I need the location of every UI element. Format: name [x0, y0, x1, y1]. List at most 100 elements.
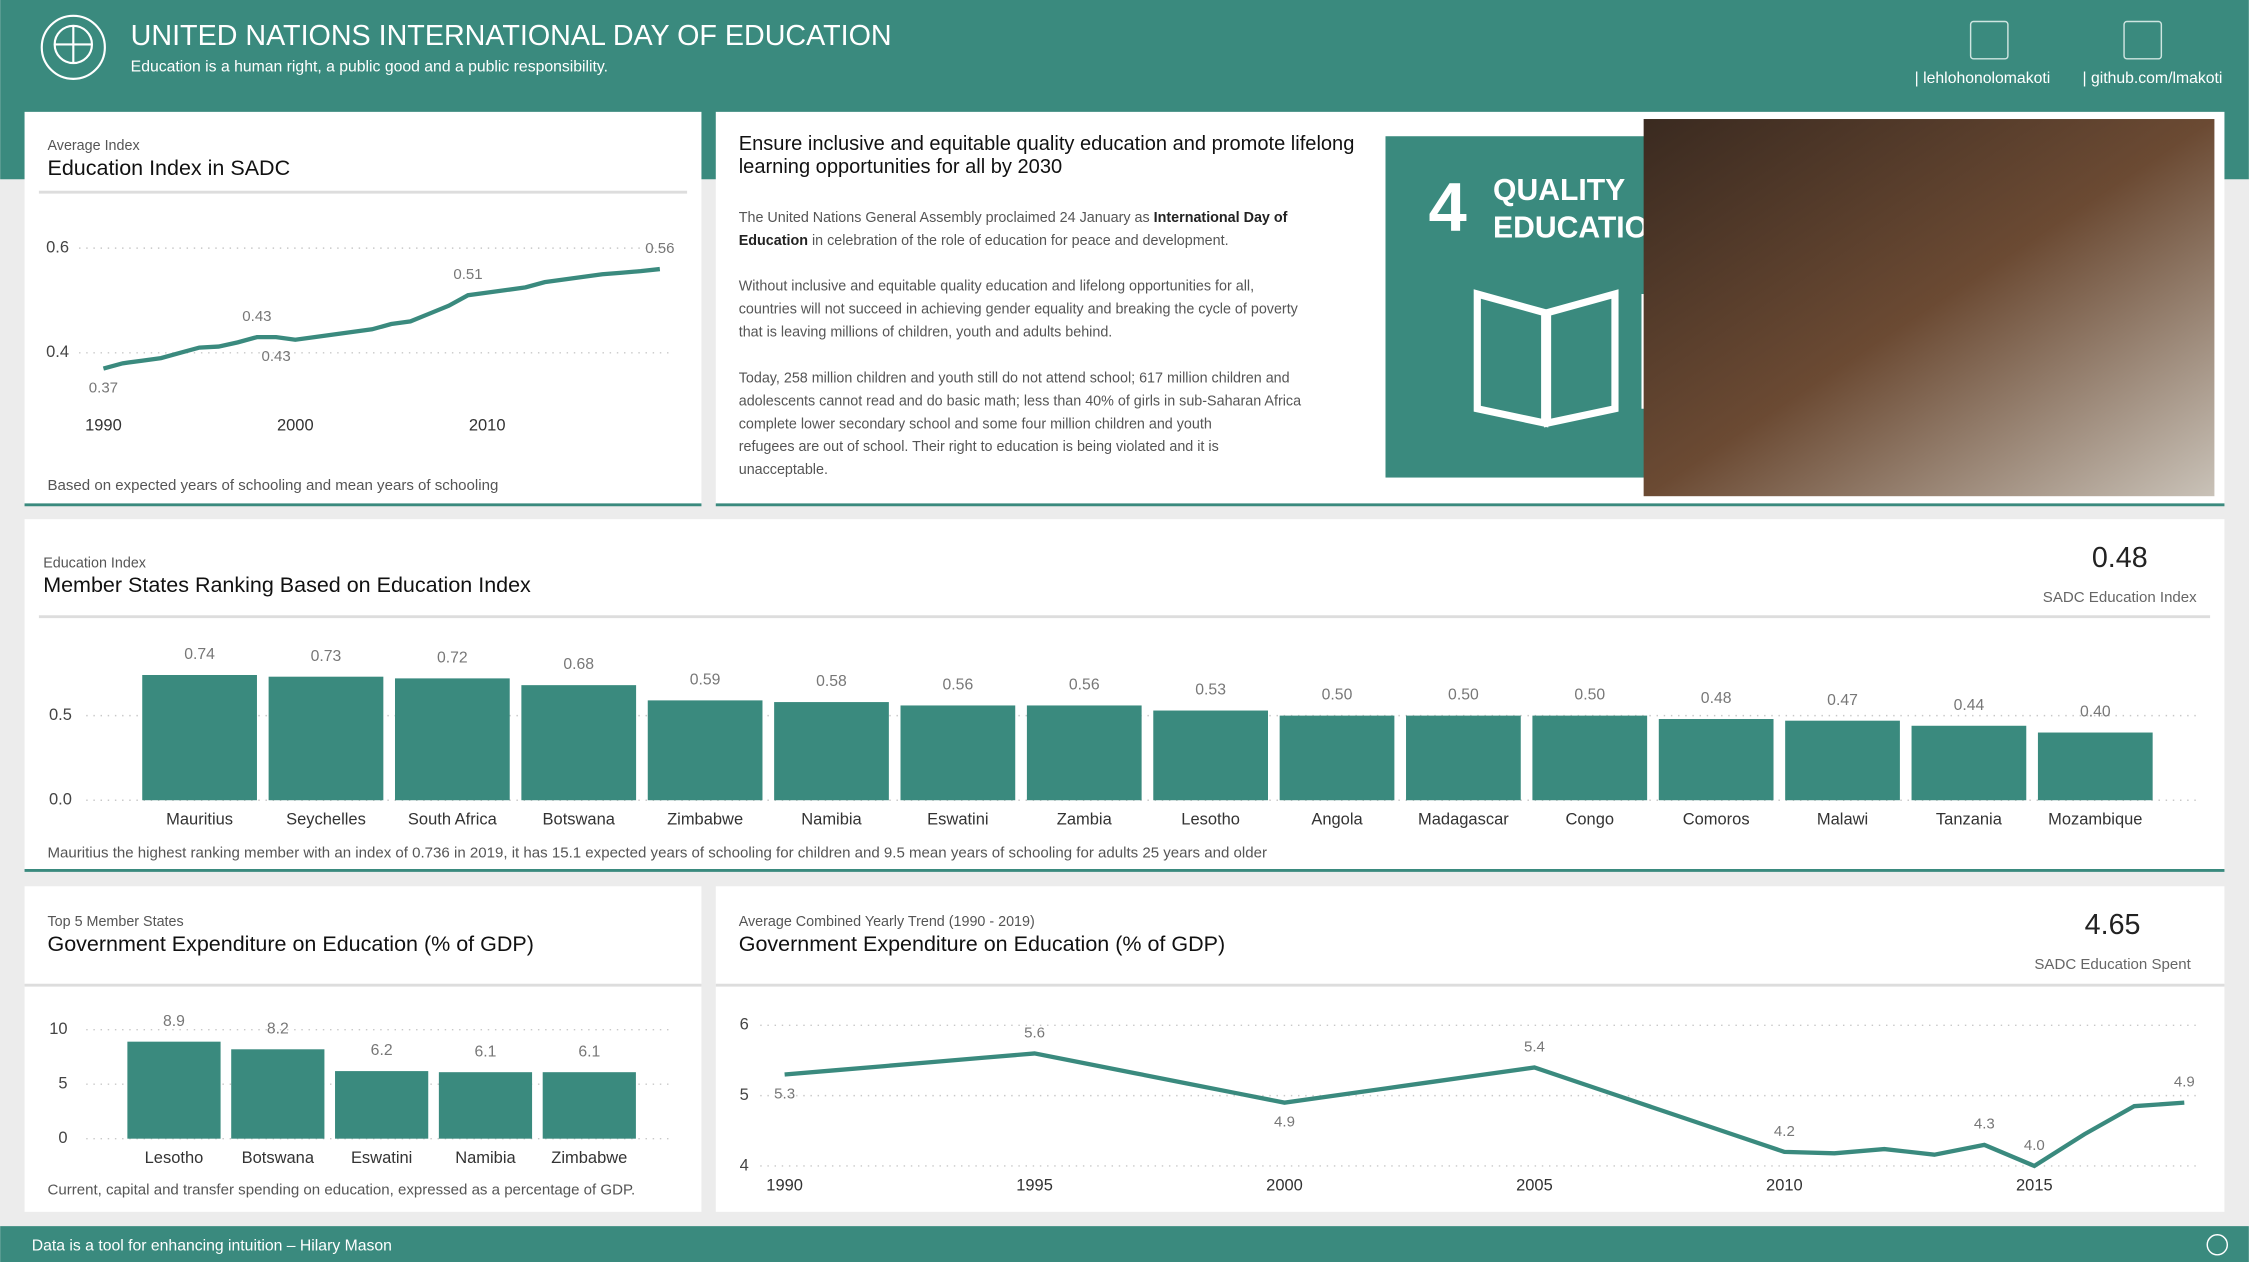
text-run: Education — [739, 233, 808, 249]
text-run: The United Nations General Assembly proc… — [739, 210, 1154, 226]
data-label: 8.9 — [163, 1013, 185, 1030]
x-tick-label: Congo — [1565, 811, 1614, 829]
sdg-label: EDUCATION — [1493, 211, 1670, 244]
linkedin-icon[interactable] — [1969, 20, 2009, 60]
y-tick-label: 4 — [740, 1156, 749, 1174]
sdg-number: 4 — [1429, 168, 1467, 245]
chart-title: Member States Ranking Based on Education… — [43, 573, 531, 597]
chart-note: Mauritius the highest ranking member wit… — [47, 844, 1267, 861]
x-tick-label: 1995 — [1016, 1176, 1053, 1194]
chart-note: Current, capital and transfer spending o… — [47, 1181, 635, 1198]
photo — [1643, 119, 2215, 497]
data-label: 0.59 — [690, 671, 721, 688]
y-tick-label: 10 — [49, 1020, 67, 1038]
data-label: 5.6 — [1024, 1024, 1045, 1041]
data-label: 0.56 — [645, 240, 674, 257]
kpi-value: 0.48 — [2092, 542, 2148, 574]
charts: Average Index Education Index in SADC Base… — [43, 138, 2202, 1198]
data-label: 0.68 — [563, 656, 594, 673]
x-tick-label: Zimbabwe — [667, 811, 743, 829]
data-label: 0.43 — [242, 308, 271, 325]
x-tick-label: Seychelles — [286, 811, 366, 829]
chart-title: Government Expenditure on Education (% o… — [47, 932, 533, 956]
intro-paragraph: The United Nations General Assembly proc… — [739, 210, 1288, 226]
x-tick-label: Malawi — [1817, 811, 1868, 829]
x-tick-label: 1990 — [85, 416, 122, 434]
data-label: 0.50 — [1322, 687, 1353, 704]
data-label: 0.50 — [1574, 687, 1605, 704]
data-label: 0.51 — [453, 266, 482, 283]
panel — [715, 886, 2225, 1212]
bar — [647, 700, 763, 801]
data-label: 0.43 — [261, 348, 290, 365]
bar — [394, 678, 510, 801]
chart-title: Education Index in SADC — [47, 156, 290, 180]
y-tick-label: 0.4 — [46, 343, 69, 361]
y-tick-label: 0.6 — [46, 238, 69, 256]
x-tick-label: Botswana — [242, 1149, 315, 1167]
x-tick-label: Botswana — [543, 811, 616, 829]
x-tick-label: Mozambique — [2048, 811, 2142, 829]
data-label: 0.47 — [1827, 692, 1858, 709]
text-run: International Day of — [1154, 210, 1288, 226]
intro-heading: Ensure inclusive and equitable quality e… — [739, 133, 1355, 155]
data-label: 0.56 — [1069, 677, 1100, 694]
x-tick-label: Comoros — [1683, 811, 1750, 829]
bar — [438, 1072, 533, 1139]
sdg-label: QUALITY — [1493, 174, 1625, 207]
cc-icon — [2206, 1234, 2229, 1256]
footer-quote: Data is a tool for enhancing intuition –… — [32, 1237, 392, 1254]
x-tick-label: Eswatini — [927, 811, 988, 829]
intro-paragraph: Today, 258 million children and youth st… — [739, 370, 1290, 386]
page-title: UNITED NATIONS INTERNATIONAL DAY OF EDUC… — [131, 20, 892, 52]
intro-paragraphs: Without inclusive and equitable quality … — [739, 279, 1301, 479]
data-label: 0.56 — [943, 677, 974, 694]
kpi-value: 4.65 — [2085, 909, 2141, 941]
x-tick-label: Zambia — [1057, 811, 1113, 829]
bar — [542, 1072, 636, 1139]
github-icon[interactable] — [2123, 20, 2163, 60]
data-label: 0.73 — [311, 648, 342, 665]
chart-title: Government Expenditure on Education (% o… — [739, 932, 1225, 956]
x-tick-label: Lesotho — [145, 1149, 204, 1167]
bar — [1532, 715, 1648, 801]
x-tick-label: Lesotho — [1181, 811, 1240, 829]
data-label: 0.48 — [1701, 690, 1732, 707]
un-logo — [40, 14, 106, 80]
bar — [774, 702, 889, 801]
intro-paragraph: refugees are out of school. Their right … — [739, 439, 1219, 455]
x-tick-label: South Africa — [408, 811, 498, 829]
x-tick-label: Zimbabwe — [551, 1149, 627, 1167]
bar — [1153, 710, 1268, 801]
chart-kicker: Average Index — [47, 138, 140, 154]
link[interactable]: | github.com/lmakoti — [2082, 70, 2222, 87]
data-label: 5.4 — [1524, 1038, 1545, 1055]
link[interactable]: | lehlohonolomakoti — [1915, 70, 2051, 87]
data-label: 6.2 — [371, 1042, 393, 1059]
x-tick-label: Tanzania — [1936, 811, 2003, 829]
x-tick-label: Angola — [1311, 811, 1363, 829]
panel — [24, 519, 2225, 871]
data-label: 8.2 — [267, 1020, 289, 1037]
y-tick-label: 5 — [58, 1075, 67, 1093]
chart-kicker: Top 5 Member States — [47, 914, 183, 930]
x-tick-label: 2000 — [277, 416, 314, 434]
bar — [127, 1041, 221, 1139]
x-tick-label: 2005 — [1516, 1176, 1553, 1194]
bar — [268, 676, 384, 801]
bar — [2037, 732, 2153, 801]
y-tick-label: 6 — [740, 1016, 749, 1034]
intro-paragraph: unacceptable. — [739, 462, 828, 478]
bar — [1911, 725, 2027, 801]
data-label: 0.53 — [1195, 682, 1226, 699]
x-tick-label: Eswatini — [351, 1149, 412, 1167]
bar — [521, 685, 637, 801]
x-tick-label: Namibia — [801, 811, 862, 829]
y-tick-label: 0.5 — [49, 706, 72, 724]
line — [784, 1051, 2185, 1169]
intro-paragraph: complete lower secondary school and some… — [739, 416, 1212, 432]
x-tick-label: Mauritius — [166, 811, 233, 829]
data-label: 0.40 — [2080, 704, 2111, 721]
x-tick-label: Namibia — [455, 1149, 516, 1167]
